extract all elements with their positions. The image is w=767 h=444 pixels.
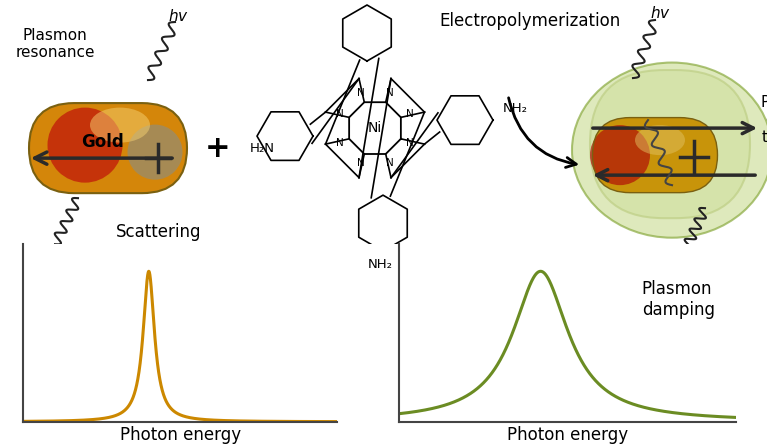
Text: N: N [386, 88, 393, 98]
Text: N: N [386, 158, 393, 168]
Ellipse shape [590, 125, 650, 185]
Text: N: N [357, 158, 364, 168]
Text: Electropolymerization: Electropolymerization [439, 12, 621, 30]
Text: Gold: Gold [81, 133, 123, 151]
Ellipse shape [90, 107, 150, 143]
Text: N: N [406, 138, 414, 147]
FancyBboxPatch shape [29, 103, 187, 193]
Text: Plasmon
damping: Plasmon damping [642, 280, 715, 318]
Text: NH₂: NH₂ [503, 102, 528, 115]
Ellipse shape [48, 107, 123, 182]
Text: Ni: Ni [368, 121, 382, 135]
Text: Plasmon
resonance: Plasmon resonance [15, 28, 95, 60]
Ellipse shape [127, 125, 183, 180]
Text: $hv$: $hv$ [650, 5, 670, 21]
FancyBboxPatch shape [590, 70, 750, 218]
X-axis label: Photon energy: Photon energy [507, 426, 628, 444]
Text: NH₂: NH₂ [367, 258, 393, 271]
Text: N: N [357, 88, 364, 98]
Text: Scattering: Scattering [116, 223, 201, 241]
Text: Plasmon
energy
transfer: Plasmon energy transfer [760, 95, 767, 145]
Text: N: N [336, 109, 344, 119]
Ellipse shape [635, 125, 685, 155]
X-axis label: Photon energy: Photon energy [120, 426, 241, 444]
Text: H₂N: H₂N [250, 142, 275, 155]
Text: +: + [206, 134, 231, 163]
Text: N: N [406, 109, 414, 119]
FancyBboxPatch shape [592, 118, 717, 193]
Text: $hv$: $hv$ [167, 8, 189, 24]
Ellipse shape [572, 63, 767, 238]
Text: N: N [336, 138, 344, 147]
